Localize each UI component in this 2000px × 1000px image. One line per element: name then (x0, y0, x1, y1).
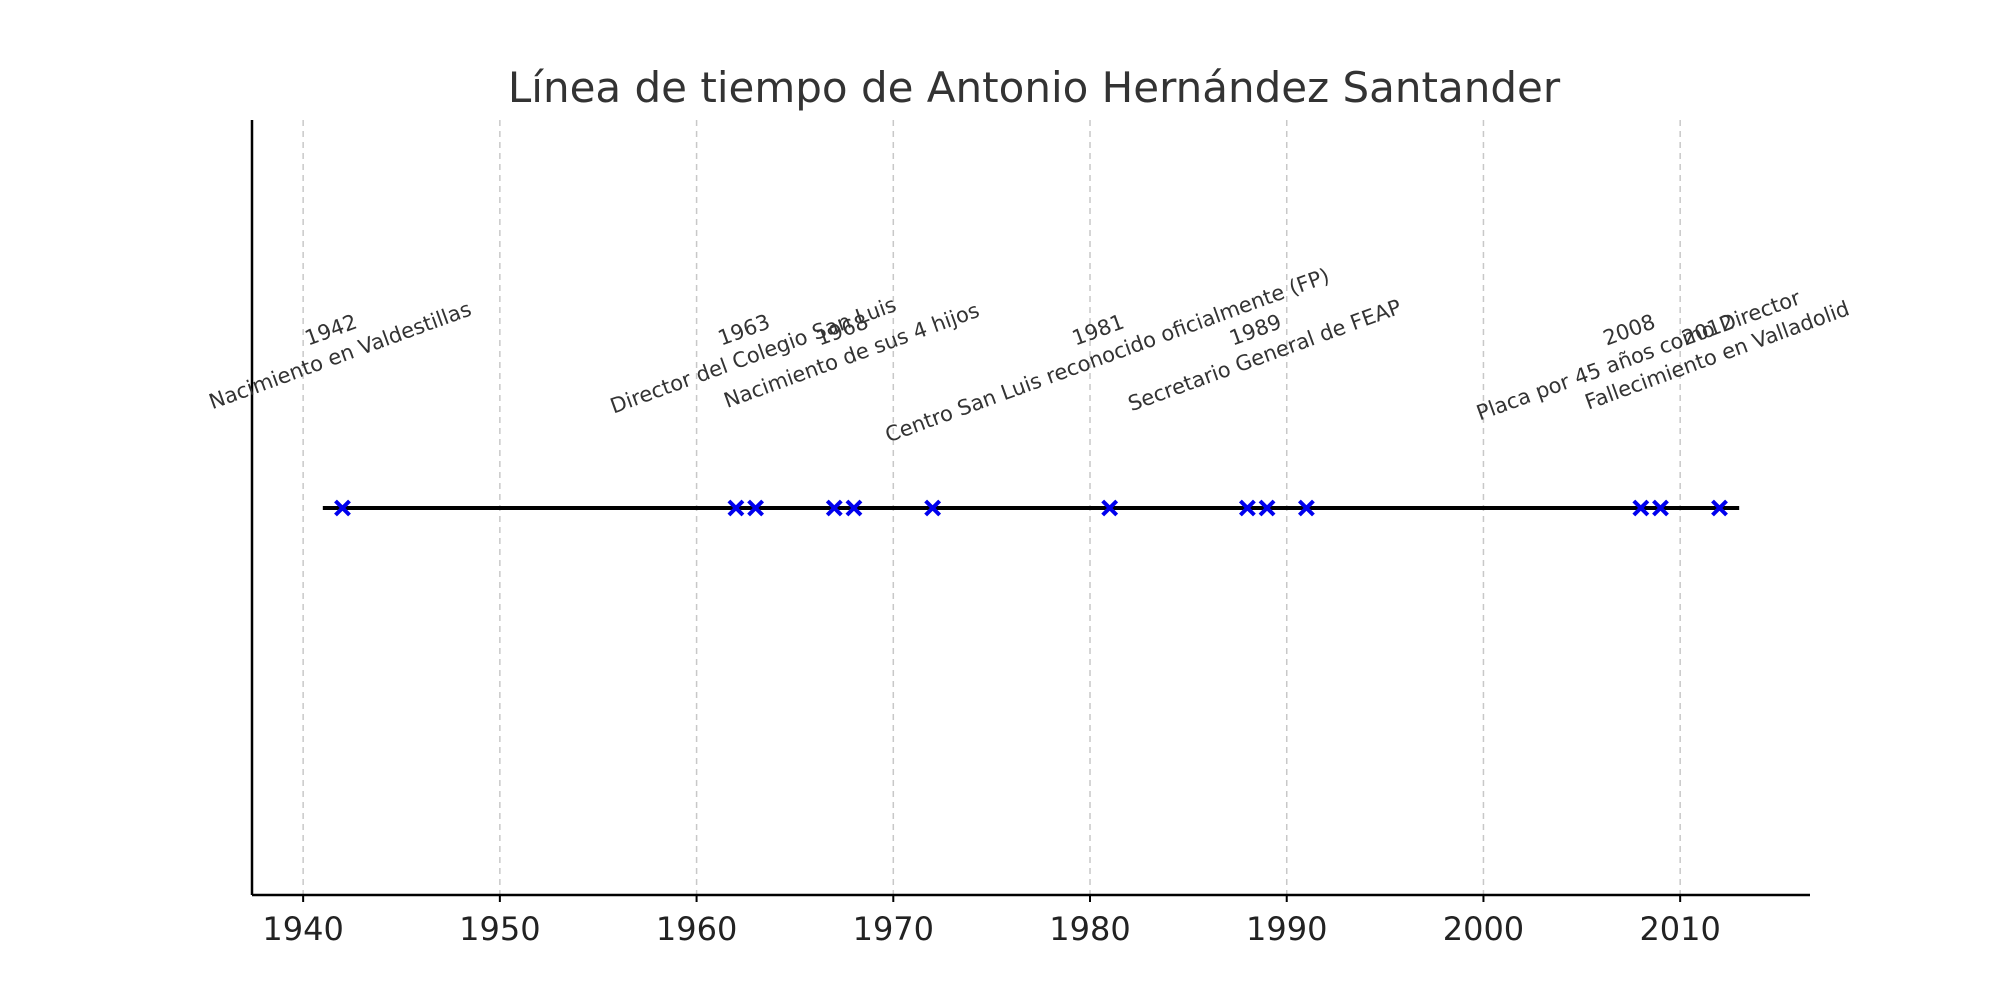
event-marker (1238, 499, 1256, 517)
event-marker (1632, 499, 1650, 517)
marker-stroke (1297, 499, 1315, 517)
x-axis-ticks: 1940 1950 1960 1970 1980 1990 2000 2010 (262, 895, 1721, 948)
marker-stroke (1101, 499, 1119, 517)
marker-stroke (1632, 499, 1650, 517)
event-marker (334, 499, 351, 517)
x-tick-label: 2000 (1443, 910, 1524, 948)
event-marker (727, 499, 745, 517)
marker-stroke (1258, 499, 1276, 517)
marker-stroke (727, 499, 745, 517)
event-marker (1711, 499, 1728, 517)
x-tick-label: 2010 (1639, 910, 1720, 948)
event-description: Placa por 45 años como Director (1473, 285, 1804, 425)
event-marker (747, 499, 765, 517)
x-tick-label: 1990 (1246, 910, 1327, 948)
x-tick-label: 1970 (853, 910, 934, 948)
event-labels: 1942Nacimiento en Valdestillas 1963Direct… (196, 264, 1853, 448)
chart-title: Línea de tiempo de Antonio Hernández San… (508, 63, 1561, 112)
axes (250, 120, 1810, 897)
event-marker (1258, 499, 1276, 517)
event-label: 1942Nacimiento en Valdestillas (196, 271, 474, 414)
event-marker (1652, 499, 1669, 517)
event-marker (1101, 499, 1119, 517)
x-tick-label: 1940 (262, 910, 343, 948)
marker-stroke (825, 499, 843, 517)
event-markers (334, 499, 1728, 517)
x-tick-label: 1980 (1049, 910, 1130, 948)
marker-stroke (747, 499, 765, 517)
marker-stroke (924, 499, 942, 517)
marker-stroke (1238, 499, 1256, 517)
event-marker (924, 499, 942, 517)
event-marker (1297, 499, 1315, 517)
marker-stroke (1652, 499, 1669, 517)
x-tick-label: 1950 (459, 910, 540, 948)
x-tick-label: 1960 (656, 910, 737, 948)
marker-stroke (1711, 499, 1728, 517)
event-marker (825, 499, 843, 517)
marker-stroke (845, 499, 863, 517)
event-marker (845, 499, 863, 517)
marker-stroke (334, 499, 351, 517)
